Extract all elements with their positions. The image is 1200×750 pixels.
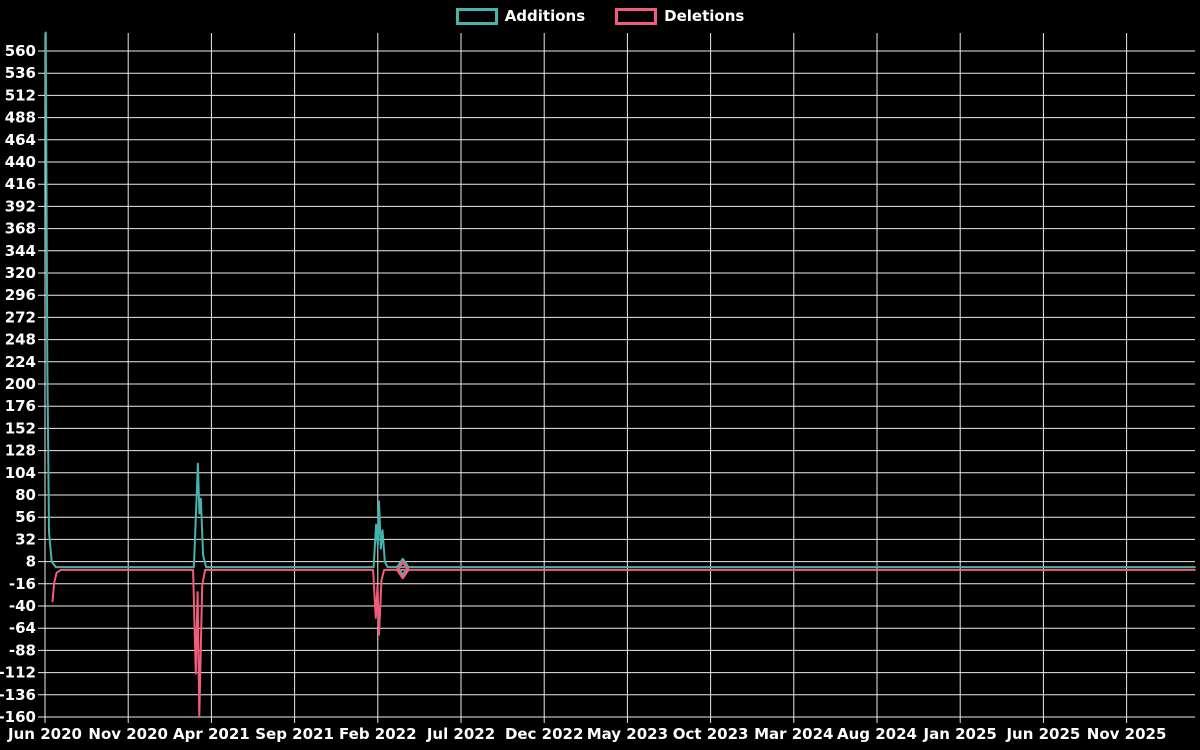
- y-tick-label: 104: [5, 464, 36, 482]
- additions-diamond-marker: [396, 557, 410, 577]
- y-gridlines-and-labels: 560 536 512 488 464 440 416 392 368 344 320 296 272 2…: [0, 42, 1195, 726]
- legend-item-additions[interactable]: Additions: [455, 7, 586, 25]
- x-gridlines-and-labels: Jun 2020 Nov 2020 Apr 2021 Sep 2021 Feb 2022…: [7, 33, 1166, 743]
- y-tick-label: 344: [5, 242, 36, 260]
- chart-legend: Additions Deletions: [0, 8, 1200, 25]
- additions-line: [44, 31, 1196, 569]
- x-tick-label: Nov 2025: [1087, 725, 1167, 743]
- x-tick-label: Apr 2021: [173, 725, 250, 743]
- y-tick-label: 440: [5, 153, 36, 171]
- x-tick-label: Sep 2021: [255, 725, 334, 743]
- y-tick-label: -16: [9, 575, 36, 593]
- y-tick-label: 536: [5, 64, 36, 82]
- y-tick-label: 32: [15, 530, 36, 548]
- x-tick-label: May 2023: [587, 725, 668, 743]
- x-tick-label: Oct 2023: [673, 725, 749, 743]
- y-tick-label: -136: [0, 686, 36, 704]
- y-tick-label: 248: [5, 331, 36, 349]
- y-tick-label: 296: [5, 286, 36, 304]
- x-tick-label: Jun 2020: [7, 725, 82, 743]
- x-tick-label: Jun 2025: [1005, 725, 1080, 743]
- x-tick-label: Mar 2024: [754, 725, 833, 743]
- y-tick-label: 152: [5, 419, 36, 437]
- y-tick-label: 224: [5, 353, 36, 371]
- y-tick-label: -40: [9, 597, 36, 615]
- y-tick-label: 560: [5, 42, 36, 60]
- x-tick-label: Jul 2022: [426, 725, 495, 743]
- y-tick-label: 512: [5, 86, 36, 104]
- y-tick-label: -64: [9, 619, 36, 637]
- y-tick-label: 200: [5, 375, 36, 393]
- legend-item-deletions[interactable]: Deletions: [615, 8, 744, 25]
- y-tick-label: 320: [5, 264, 36, 282]
- y-tick-label: 80: [15, 486, 36, 504]
- y-tick-label: 56: [15, 508, 36, 526]
- x-tick-label: Dec 2022: [505, 725, 584, 743]
- x-tick-label: Nov 2020: [88, 725, 168, 743]
- y-tick-label: 488: [5, 109, 36, 127]
- x-tick-label: Aug 2024: [837, 725, 917, 743]
- y-tick-label: 176: [5, 397, 36, 415]
- y-tick-label: 416: [5, 175, 36, 193]
- deletions-diamond-marker: [396, 560, 410, 580]
- y-tick-label: 368: [5, 220, 36, 238]
- y-tick-label: 128: [5, 442, 36, 460]
- x-tick-label: Jan 2025: [923, 725, 997, 743]
- y-tick-label: -88: [9, 641, 36, 659]
- y-tick-label: 392: [5, 197, 36, 215]
- deletions-swatch-icon: [615, 8, 658, 25]
- y-tick-label: 272: [5, 308, 36, 326]
- deletions-line: [51, 568, 1196, 718]
- additions-swatch-icon: [455, 8, 498, 25]
- y-tick-label: -112: [0, 664, 36, 682]
- x-tick-label: Feb 2022: [339, 725, 417, 743]
- y-tick-label: 8: [26, 553, 36, 571]
- legend-label-additions: Additions: [504, 7, 586, 25]
- y-tick-label: 464: [5, 131, 36, 149]
- legend-label-deletions: Deletions: [664, 7, 745, 25]
- y-tick-label: -160: [0, 708, 36, 726]
